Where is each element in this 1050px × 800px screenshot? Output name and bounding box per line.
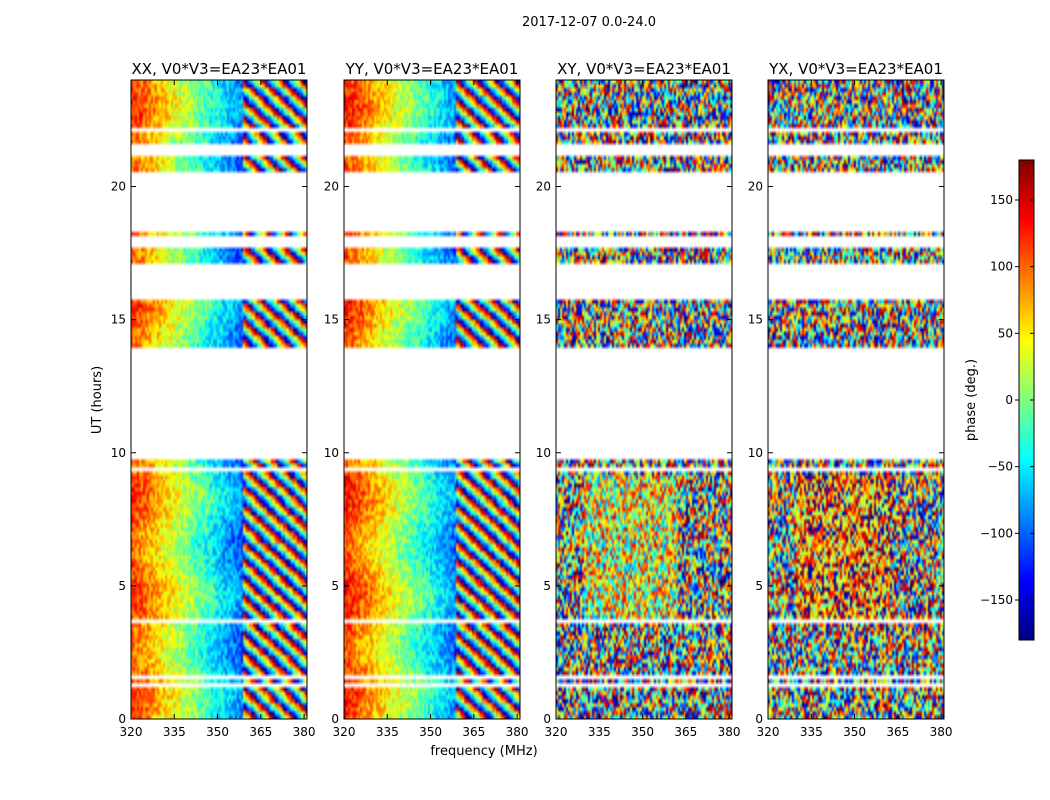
panel-title: XY, V0*V3=EA23*EA01 — [557, 60, 731, 78]
colorbar-ticks: 150 100 50 0 −50 −100 −150 — [980, 193, 1034, 607]
figure-suptitle: 2017-12-07 0.0-24.0 — [522, 15, 656, 30]
y-tick-label: 10 — [111, 446, 126, 460]
y-tick-label: 15 — [748, 313, 763, 327]
colorbar-tick-label: 150 — [990, 193, 1013, 207]
panel-2: XY, V0*V3=EA23*EA01 320 335 350 365 380 0 5 10 15… — [536, 60, 741, 739]
colorbar-tick-label: 50 — [998, 326, 1013, 340]
panel-title: XX, V0*V3=EA23*EA01 — [132, 60, 307, 78]
x-tick-label: 350 — [843, 725, 866, 739]
x-tick-label: 350 — [419, 725, 442, 739]
y-tick-label: 10 — [748, 446, 763, 460]
x-tick-label: 365 — [886, 725, 909, 739]
x-tick-label: 335 — [376, 725, 399, 739]
y-tick-label: 5 — [755, 579, 763, 593]
colorbar-tick-label: −100 — [980, 526, 1013, 540]
x-tick-label: 320 — [333, 725, 356, 739]
y-tick-label: 0 — [118, 712, 126, 726]
x-tick-label: 365 — [249, 725, 272, 739]
panel-frame — [555, 79, 733, 720]
colorbar-tick-label: 0 — [1005, 393, 1013, 407]
y-tick-label: 5 — [331, 579, 339, 593]
colorbar-tick-label: −50 — [988, 460, 1013, 474]
y-tick-label: 5 — [543, 579, 551, 593]
colorbar-tick-label: 100 — [990, 260, 1013, 274]
y-tick-label: 5 — [118, 579, 126, 593]
y-tick-label: 15 — [536, 313, 551, 327]
heatmap-image — [131, 80, 307, 719]
y-tick-label: 15 — [111, 313, 126, 327]
y-tick-label: 20 — [324, 180, 339, 194]
x-tick-label: 335 — [588, 725, 611, 739]
panel-title: YX, V0*V3=EA23*EA01 — [768, 60, 943, 78]
colorbar-tick-label: −150 — [980, 593, 1013, 607]
colorbar-label: phase (deg.) — [964, 359, 979, 441]
y-tick-label: 20 — [536, 180, 551, 194]
y-tick-label: 20 — [748, 180, 763, 194]
panel-frame — [130, 79, 308, 720]
y-axis-label: UT (hours) — [90, 366, 105, 434]
y-tick-label: 0 — [543, 712, 551, 726]
panel-frame — [343, 79, 521, 720]
x-tick-label: 350 — [631, 725, 654, 739]
panel-1: YY, V0*V3=EA23*EA01 320 335 350 365 380 0 5 10 15… — [324, 60, 529, 739]
x-tick-label: 365 — [462, 725, 485, 739]
x-tick-label: 380 — [506, 725, 529, 739]
y-tick-label: 15 — [324, 313, 339, 327]
panel-3: YX, V0*V3=EA23*EA01 320 335 350 365 380 0 5 10 15… — [748, 60, 953, 739]
y-tick-label: 10 — [324, 446, 339, 460]
panels-group: XX, V0*V3=EA23*EA01 320 335 350 365 380 0 5 10 15… — [111, 60, 953, 739]
x-tick-label: 335 — [800, 725, 823, 739]
colorbar: 150 100 50 0 −50 −100 −150 phase (deg.) — [964, 159, 1035, 641]
x-tick-label: 350 — [206, 725, 229, 739]
x-tick-label: 320 — [545, 725, 568, 739]
x-tick-label: 380 — [293, 725, 316, 739]
x-axis-label: frequency (MHz) — [430, 744, 537, 759]
y-tick-label: 0 — [755, 712, 763, 726]
heatmap-image — [768, 80, 944, 719]
x-tick-label: 365 — [674, 725, 697, 739]
panel-title: YY, V0*V3=EA23*EA01 — [345, 60, 519, 78]
y-tick-label: 10 — [536, 446, 551, 460]
x-tick-label: 320 — [757, 725, 780, 739]
x-tick-label: 380 — [930, 725, 953, 739]
y-tick-label: 0 — [331, 712, 339, 726]
panel-frame — [767, 79, 945, 720]
x-tick-label: 320 — [120, 725, 143, 739]
y-tick-label: 20 — [111, 180, 126, 194]
heatmap-image — [556, 80, 732, 719]
heatmap-image — [344, 80, 520, 719]
panel-0: XX, V0*V3=EA23*EA01 320 335 350 365 380 0 5 10 15… — [111, 60, 316, 739]
x-tick-label: 335 — [163, 725, 186, 739]
x-tick-label: 380 — [718, 725, 741, 739]
